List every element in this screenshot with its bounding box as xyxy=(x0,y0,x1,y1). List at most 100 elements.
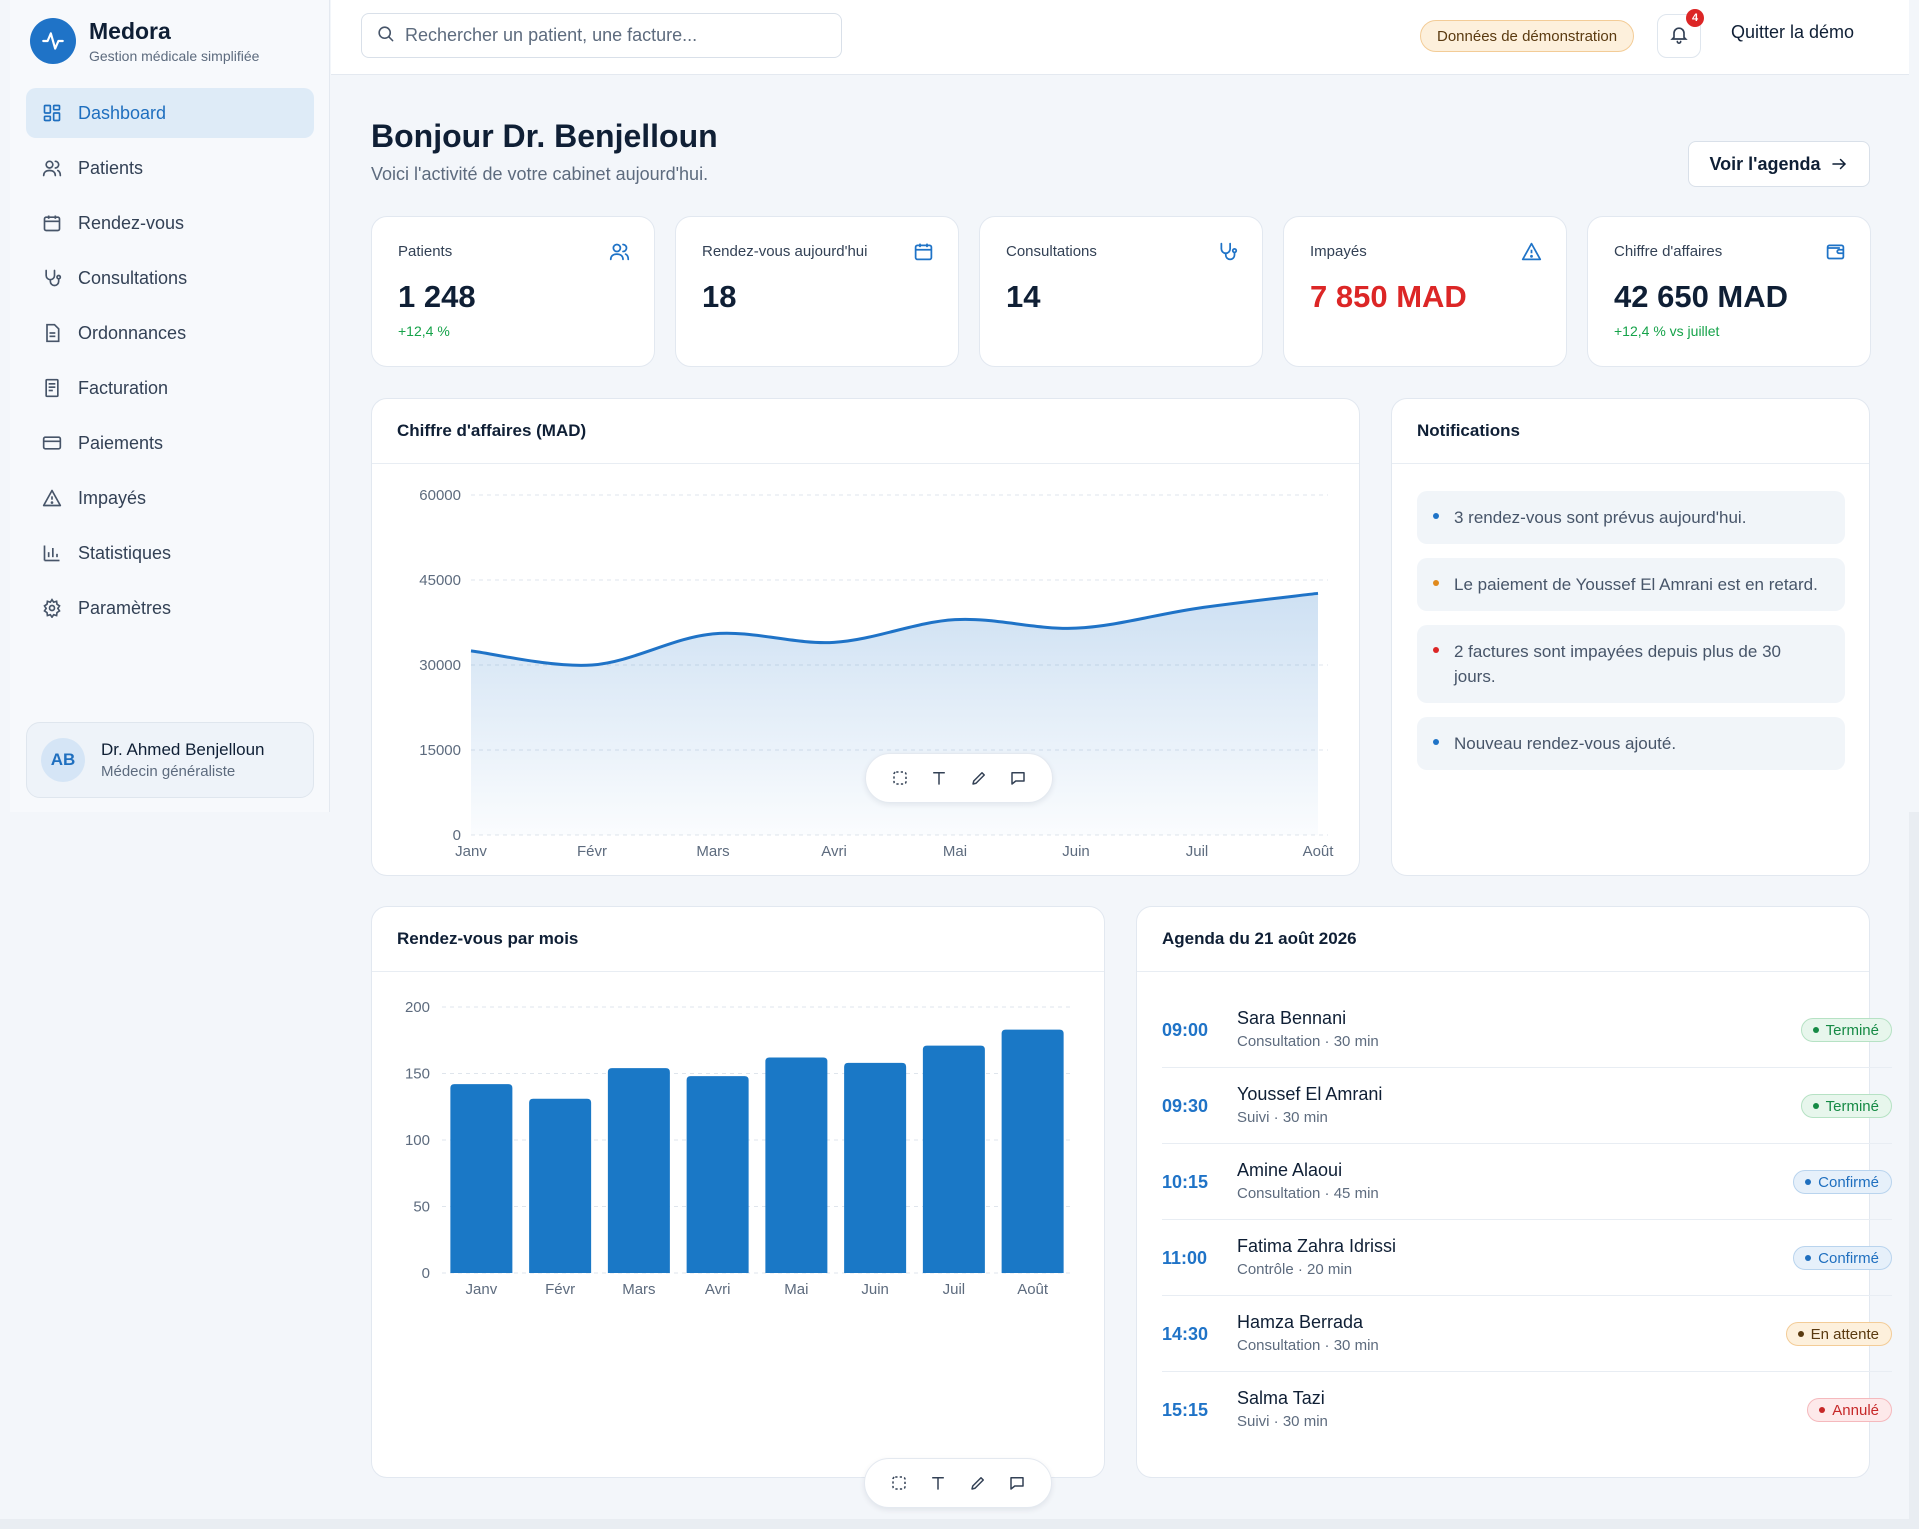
notification-dot xyxy=(1433,513,1439,519)
kpi-card-revenue[interactable]: Chiffre d'affaires 42 650 MAD +12,4 % vs… xyxy=(1587,216,1871,367)
x-tick-label: Févr xyxy=(545,1281,575,1298)
avatar: AB xyxy=(41,738,85,782)
bar-Janv xyxy=(450,1084,513,1273)
appointment-time: 09:30 xyxy=(1162,1096,1209,1116)
patient-name: Salma Tazi xyxy=(1237,1388,1325,1408)
sidebar-item-consultations[interactable]: Consultations xyxy=(26,253,314,303)
brand[interactable]: Medora Gestion médicale simplifiée xyxy=(30,18,259,64)
sidebar-item-paiements[interactable]: Paiements xyxy=(26,418,314,468)
kpi-card-consultations[interactable]: Consultations 14 xyxy=(979,216,1263,367)
appointment-type: Suivi · 30 min xyxy=(1237,1413,1328,1430)
bell-icon xyxy=(1669,24,1689,49)
bar-Mars xyxy=(607,1068,670,1273)
notification-item[interactable]: Le paiement de Youssef El Amrani est en … xyxy=(1417,558,1845,611)
text-tool-icon[interactable] xyxy=(923,1468,953,1498)
notification-text: 3 rendez-vous sont prévus aujourd'hui. xyxy=(1454,508,1747,527)
kpi-label: Impayés xyxy=(1310,243,1367,260)
kpi-delta: +12,4 % vs juillet xyxy=(1614,323,1720,339)
text-tool-icon[interactable] xyxy=(924,763,954,793)
kpi-value: 7 850 MAD xyxy=(1310,279,1467,314)
select-region-icon[interactable] xyxy=(884,1468,914,1498)
sidebar-item-impayes[interactable]: Impayés xyxy=(26,473,314,523)
agenda-row[interactable]: 09:30 Youssef El Amrani Suivi · 30 min T… xyxy=(1162,1068,1892,1144)
sidebar-item-label: Rendez-vous xyxy=(78,212,185,233)
search-box[interactable] xyxy=(361,13,842,58)
notification-dot xyxy=(1433,580,1439,586)
comment-tool-icon[interactable] xyxy=(1002,1468,1032,1498)
revenue-area-fill xyxy=(471,593,1318,835)
status-badge: Annulé xyxy=(1807,1398,1892,1422)
select-region-icon[interactable] xyxy=(885,763,915,793)
kpi-value: 1 248 xyxy=(398,279,476,314)
receipt-icon xyxy=(41,377,63,399)
appointment-type: Suivi · 30 min xyxy=(1237,1109,1328,1126)
warning-icon xyxy=(41,487,63,509)
notification-item[interactable]: Nouveau rendez-vous ajouté. xyxy=(1417,717,1845,770)
x-tick-label: Janv xyxy=(455,843,487,860)
pen-tool-icon[interactable] xyxy=(964,763,994,793)
notifications-button[interactable]: 4 xyxy=(1657,9,1704,58)
y-tick-label: 0 xyxy=(453,827,461,844)
agenda-row[interactable]: 14:30 Hamza Berrada Consultation · 30 mi… xyxy=(1162,1296,1892,1372)
notification-item[interactable]: 3 rendez-vous sont prévus aujourd'hui. xyxy=(1417,491,1845,544)
window-edge xyxy=(0,1519,1919,1529)
comment-tool-icon[interactable] xyxy=(1003,763,1033,793)
patient-name: Fatima Zahra Idrissi xyxy=(1237,1236,1397,1256)
sidebar-item-patients[interactable]: Patients xyxy=(26,143,314,193)
sidebar-item-label: Paramètres xyxy=(78,597,172,618)
agenda-row[interactable]: 09:00 Sara Bennani Consultation · 30 min… xyxy=(1162,992,1892,1068)
sidebar-item-statistiques[interactable]: Statistiques xyxy=(26,528,314,578)
y-tick-label: 0 xyxy=(422,1265,430,1282)
panel-title: Rendez-vous par mois xyxy=(372,907,1104,972)
kpi-value: 18 xyxy=(702,279,737,314)
sidebar-item-facturation[interactable]: Facturation xyxy=(26,363,314,413)
user-card[interactable]: AB Dr. Ahmed Benjelloun Médecin générali… xyxy=(26,722,314,798)
patient-name: Sara Bennani xyxy=(1237,1008,1347,1028)
status-badge: En attente xyxy=(1785,1322,1892,1346)
bar-Juil xyxy=(922,1045,985,1273)
bar-Août xyxy=(1001,1029,1064,1273)
agenda-row[interactable]: 11:00 Fatima Zahra Idrissi Contrôle · 20… xyxy=(1162,1220,1892,1296)
patient-name: Youssef El Amrani xyxy=(1237,1084,1383,1104)
x-tick-label: Avri xyxy=(821,843,847,860)
kpi-card-patients[interactable]: Patients 1 248 +12,4 % xyxy=(371,216,655,367)
x-tick-label: Mars xyxy=(696,843,729,860)
notification-list: 3 rendez-vous sont prévus aujourd'hui. L… xyxy=(1417,491,1845,784)
stethoscope-icon xyxy=(41,267,63,289)
kpi-card-appointments-today[interactable]: Rendez-vous aujourd'hui 18 xyxy=(675,216,959,367)
patient-name: Hamza Berrada xyxy=(1237,1312,1364,1332)
view-agenda-button[interactable]: Voir l'agenda xyxy=(1688,141,1870,187)
pen-tool-icon[interactable] xyxy=(963,1468,993,1498)
status-badge: Terminé xyxy=(1800,1018,1892,1042)
kpi-delta: +12,4 % xyxy=(398,323,450,339)
bar-Mai xyxy=(765,1057,828,1273)
status-badge: Confirmé xyxy=(1793,1246,1892,1270)
sidebar-item-label: Statistiques xyxy=(78,542,172,563)
sidebar-item-parametres[interactable]: Paramètres xyxy=(26,583,314,633)
brand-subtitle: Gestion médicale simplifiée xyxy=(89,48,260,64)
search-input[interactable] xyxy=(405,25,825,46)
gear-icon xyxy=(41,597,63,619)
revenue-series-line xyxy=(470,591,1319,667)
appointment-type: Consultation · 30 min xyxy=(1237,1337,1379,1354)
sidebar-item-label: Facturation xyxy=(78,377,169,398)
quit-demo-button[interactable]: Quitter la démo xyxy=(1731,22,1855,42)
bar-Avri xyxy=(686,1076,749,1273)
x-tick-label: Janv xyxy=(466,1281,498,1298)
notification-item[interactable]: 2 factures sont impayées depuis plus de … xyxy=(1417,625,1845,703)
y-tick-label: 150 xyxy=(405,1066,430,1083)
kpi-card-unpaid[interactable]: Impayés 7 850 MAD xyxy=(1283,216,1567,367)
sidebar-item-label: Dashboard xyxy=(78,102,167,123)
agenda-row[interactable]: 10:15 Amine Alaoui Consultation · 45 min… xyxy=(1162,1144,1892,1220)
status-badge: Confirmé xyxy=(1793,1170,1892,1194)
calendar-icon xyxy=(913,241,934,267)
pulse-logo-icon xyxy=(30,18,76,64)
notification-text: 2 factures sont impayées depuis plus de … xyxy=(1454,642,1781,686)
agenda-row[interactable]: 15:15 Salma Tazi Suivi · 30 min Annulé xyxy=(1162,1372,1892,1448)
sidebar-item-ordonnances[interactable]: Ordonnances xyxy=(26,308,314,358)
x-tick-label: Févr xyxy=(577,843,607,860)
appointment-time: 15:15 xyxy=(1162,1400,1209,1420)
sidebar-item-label: Impayés xyxy=(78,487,147,508)
sidebar-item-dashboard[interactable]: Dashboard xyxy=(26,88,314,138)
sidebar-item-rendez-vous[interactable]: Rendez-vous xyxy=(26,198,314,248)
